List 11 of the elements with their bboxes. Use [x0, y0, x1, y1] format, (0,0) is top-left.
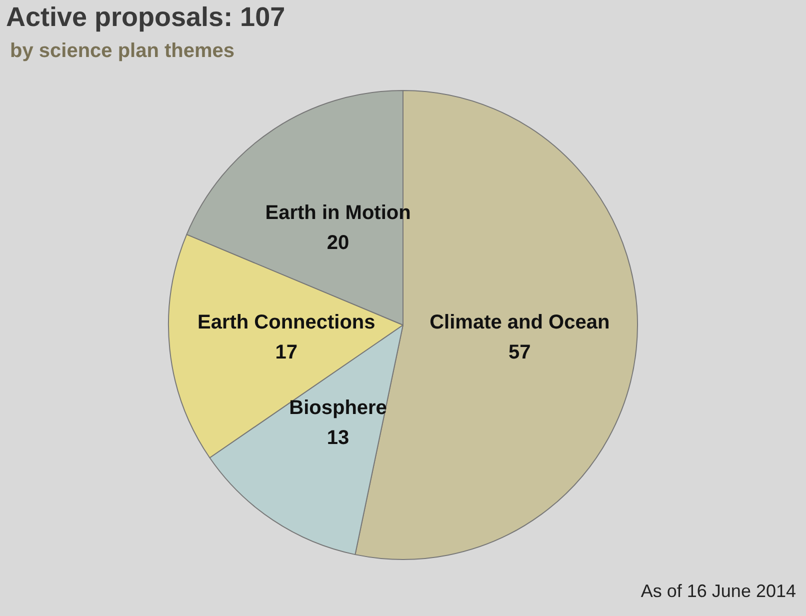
- chart-subtitle: by science plan themes: [10, 40, 235, 63]
- slice-label: Climate and Ocean: [430, 312, 610, 334]
- chart-title: Active proposals: 107: [6, 2, 286, 33]
- slice-label: Earth Connections: [197, 312, 376, 334]
- data-label: 17: [275, 342, 298, 364]
- text: As of 16 June 2014: [640, 581, 796, 602]
- data-label: 13: [326, 427, 350, 450]
- slice-label: Biosphere: [289, 397, 387, 420]
- data-label: 57: [508, 342, 531, 364]
- slice-label: Earth in Motion: [265, 202, 411, 224]
- data-label: 20: [326, 232, 350, 254]
